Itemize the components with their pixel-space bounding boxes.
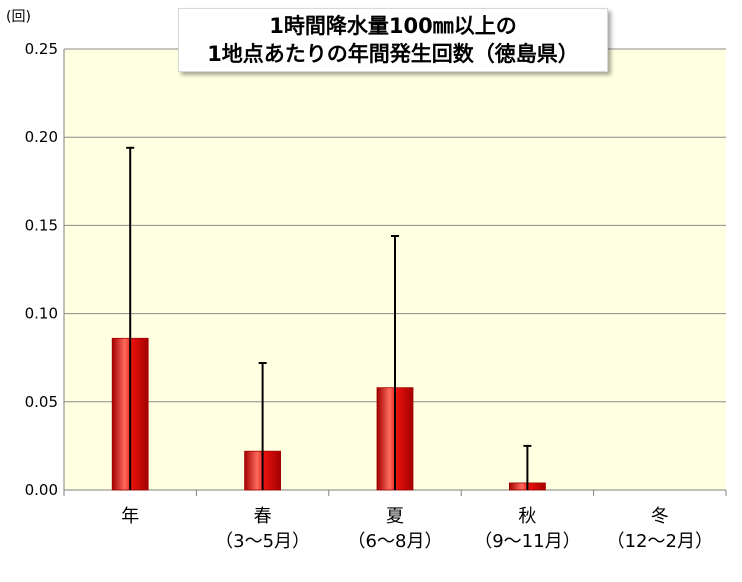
x-tick-label-sub: （9～11月） xyxy=(474,531,580,552)
y-tick-label: 0.05 xyxy=(25,393,58,411)
x-tick-label: 夏 xyxy=(386,506,404,527)
y-tick-label: 0.25 xyxy=(25,40,58,58)
chart-title-line-1: 1時間降水量100㎜以上の xyxy=(269,14,517,38)
x-tick-label: 年 xyxy=(121,506,139,527)
y-tick-label: 0.20 xyxy=(25,128,58,146)
x-tick-label: 冬 xyxy=(651,506,669,527)
y-tick-label: 0.15 xyxy=(25,216,58,234)
x-tick-label: 春 xyxy=(254,506,272,527)
x-tick-label-sub: （12～2月） xyxy=(607,531,713,552)
x-tick-label-sub: （6～8月） xyxy=(348,531,443,552)
x-tick-label-sub: （3～5月） xyxy=(215,531,310,552)
y-tick-label: 0.10 xyxy=(25,305,58,323)
x-tick-label: 秋 xyxy=(518,506,536,527)
chart-title-box: 1時間降水量100㎜以上の 1地点あたりの年間発生回数（徳島県） xyxy=(178,8,608,72)
y-tick-label: 0.00 xyxy=(25,481,58,499)
chart-title-line-2: 1地点あたりの年間発生回数（徳島県） xyxy=(207,42,579,66)
y-unit-label: (回) xyxy=(6,9,31,25)
